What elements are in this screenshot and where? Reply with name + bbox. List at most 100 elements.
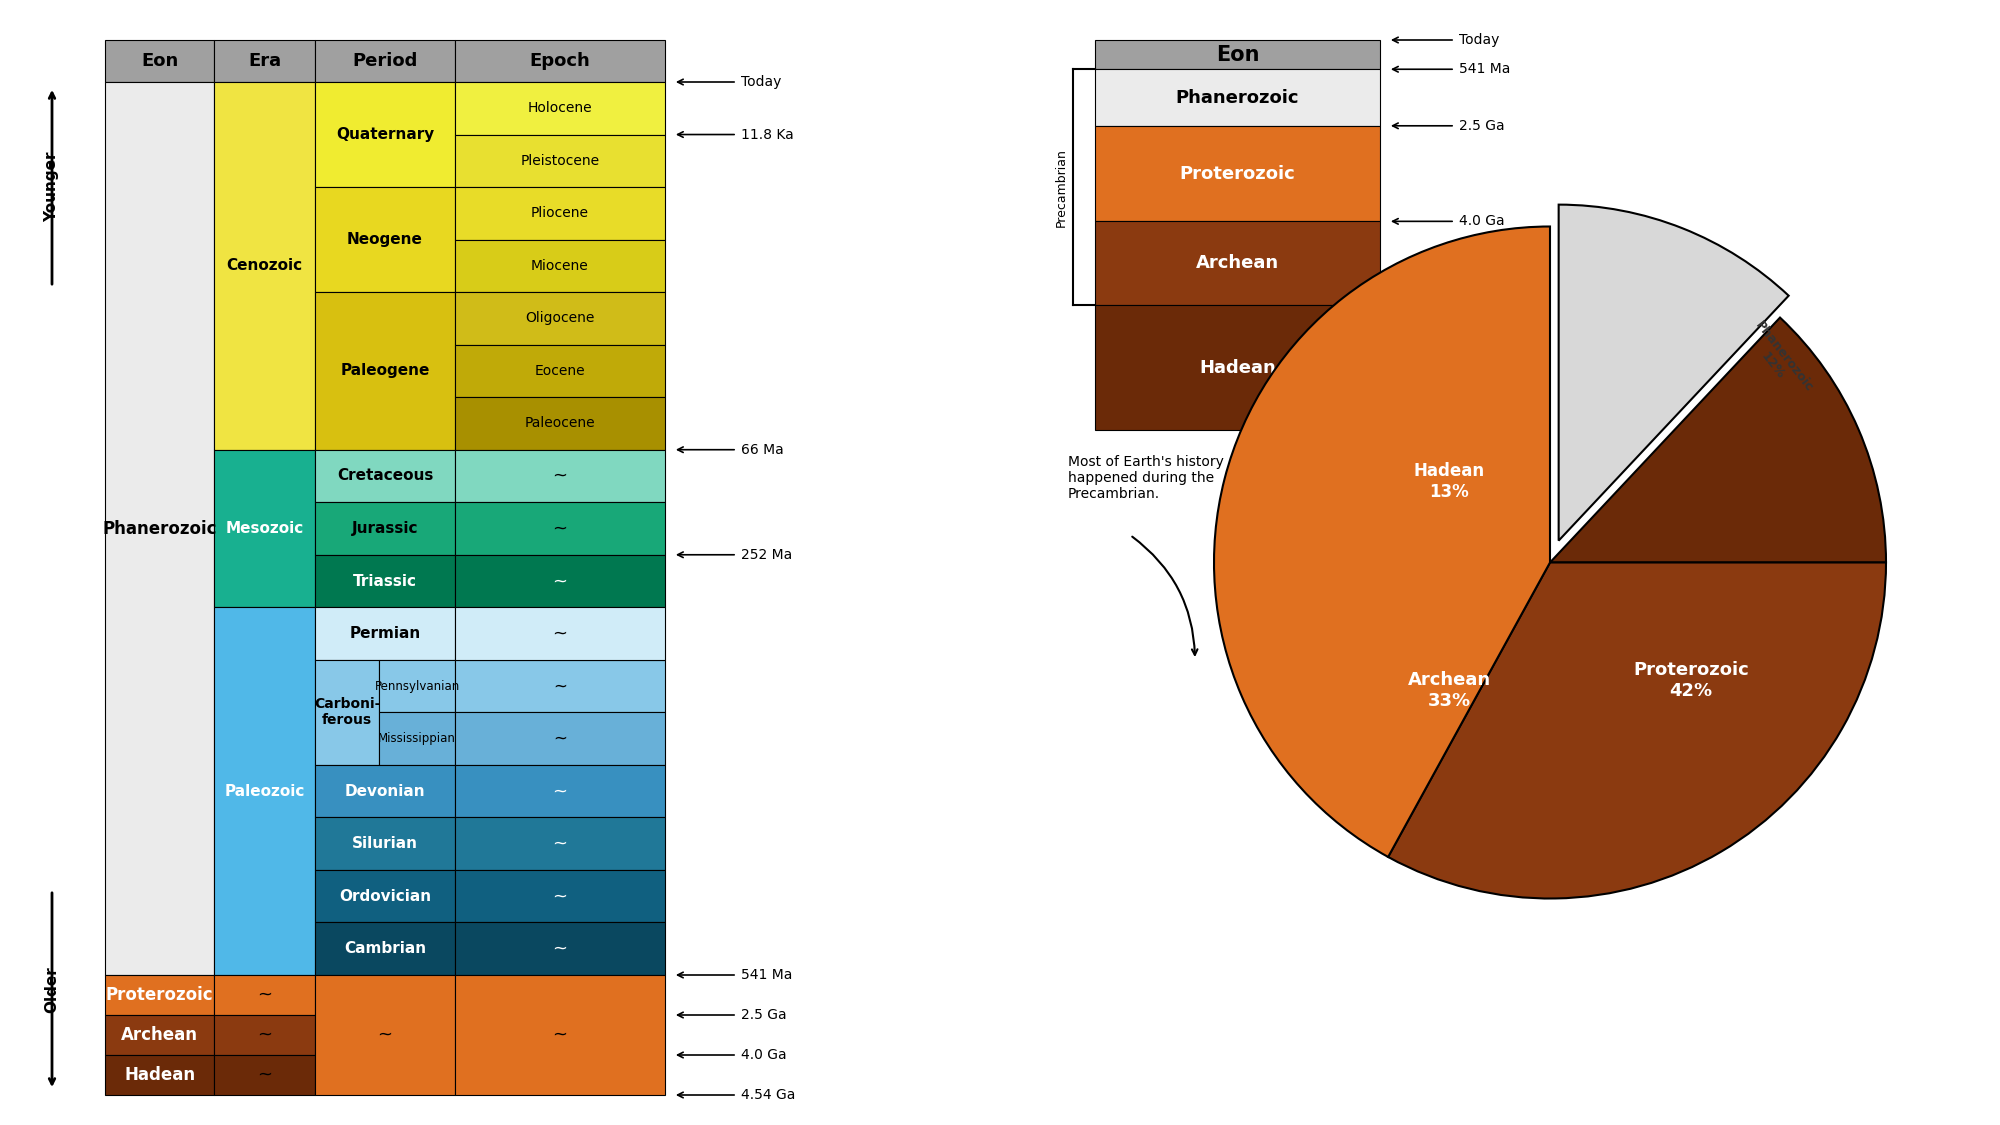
Bar: [456, 240, 664, 292]
Text: Most of Earth's history
happened during the
Precambrian.: Most of Earth's history happened during …: [1068, 455, 1224, 502]
Bar: [456, 82, 664, 135]
Text: ~: ~: [552, 677, 568, 695]
Text: Cambrian: Cambrian: [344, 942, 426, 956]
Text: Eon: Eon: [1216, 45, 1260, 64]
Text: Proterozoic
42%: Proterozoic 42%: [1634, 660, 1748, 700]
Text: Paleocene: Paleocene: [524, 416, 596, 431]
Text: Epoch: Epoch: [530, 52, 590, 70]
Bar: [456, 870, 664, 922]
Bar: [316, 922, 456, 975]
Text: Today: Today: [1460, 33, 1500, 47]
Bar: [316, 608, 456, 660]
Bar: [456, 397, 664, 450]
Bar: [316, 765, 456, 818]
Bar: [316, 870, 456, 922]
Bar: [456, 502, 664, 555]
Bar: [104, 40, 214, 82]
Bar: [214, 1015, 316, 1055]
Text: 4.0 Ga: 4.0 Ga: [740, 1048, 786, 1062]
Bar: [104, 975, 214, 1015]
Text: Proterozoic: Proterozoic: [1180, 164, 1296, 182]
Wedge shape: [1214, 226, 1550, 857]
Text: 2.5 Ga: 2.5 Ga: [740, 1008, 786, 1022]
Bar: [456, 555, 664, 608]
Text: Phanerozoic
12%: Phanerozoic 12%: [1742, 318, 1816, 403]
Text: Pennsylvanian: Pennsylvanian: [374, 680, 460, 693]
Bar: [316, 818, 456, 870]
Bar: [214, 1055, 316, 1095]
Text: Pliocene: Pliocene: [532, 206, 588, 220]
Text: Archean: Archean: [122, 1026, 198, 1044]
Bar: [380, 660, 456, 712]
Bar: [316, 555, 456, 608]
Bar: [316, 502, 456, 555]
Text: ~: ~: [258, 1066, 272, 1084]
Text: Cenozoic: Cenozoic: [226, 259, 302, 273]
Bar: [456, 135, 664, 187]
Text: 4.54 Ga: 4.54 Ga: [740, 1088, 796, 1102]
Bar: [456, 450, 664, 502]
Bar: [104, 1055, 214, 1095]
Bar: [1096, 305, 1380, 430]
Wedge shape: [1558, 205, 1788, 541]
Text: 541 Ma: 541 Ma: [1460, 62, 1510, 76]
Text: Oligocene: Oligocene: [526, 312, 594, 325]
Bar: [456, 818, 664, 870]
Text: Eocene: Eocene: [534, 363, 586, 378]
Bar: [380, 712, 456, 765]
Text: Hadean: Hadean: [124, 1066, 196, 1084]
Text: 4.54 Ga: 4.54 Ga: [1460, 298, 1514, 313]
Text: ~: ~: [552, 467, 568, 485]
Text: ~: ~: [258, 986, 272, 1004]
Text: ~: ~: [552, 572, 568, 590]
Text: Permian: Permian: [350, 626, 420, 641]
Text: Period: Period: [352, 52, 418, 70]
Text: Phanerozoic: Phanerozoic: [102, 520, 216, 538]
Text: 2.5 Ga: 2.5 Ga: [1460, 119, 1504, 133]
Text: Proterozoic: Proterozoic: [106, 986, 214, 1004]
Bar: [1096, 222, 1380, 305]
Text: Triassic: Triassic: [352, 574, 416, 588]
Bar: [214, 608, 316, 975]
Bar: [316, 660, 380, 765]
Text: ~: ~: [378, 1026, 392, 1044]
Bar: [456, 712, 664, 765]
Bar: [104, 82, 214, 975]
Bar: [214, 40, 316, 82]
Text: Silurian: Silurian: [352, 836, 418, 852]
Bar: [1096, 40, 1380, 70]
Text: Paleozoic: Paleozoic: [224, 784, 304, 799]
Text: Cretaceous: Cretaceous: [336, 468, 434, 484]
Bar: [456, 344, 664, 397]
Text: ~: ~: [552, 888, 568, 906]
Text: Neogene: Neogene: [348, 232, 422, 248]
Bar: [456, 765, 664, 818]
Bar: [456, 608, 664, 660]
Text: Devonian: Devonian: [344, 784, 426, 799]
Text: ~: ~: [552, 835, 568, 853]
Text: Hadean
13%: Hadean 13%: [1414, 462, 1484, 502]
Bar: [214, 82, 316, 450]
Text: Younger: Younger: [44, 152, 60, 223]
Bar: [1096, 126, 1380, 222]
Text: Carboni-
ferous: Carboni- ferous: [314, 698, 380, 728]
Text: Paleogene: Paleogene: [340, 363, 430, 378]
Text: Ordovician: Ordovician: [338, 889, 432, 903]
Text: 66 Ma: 66 Ma: [740, 443, 784, 457]
Bar: [456, 187, 664, 240]
Bar: [316, 82, 456, 187]
Text: Miocene: Miocene: [532, 259, 588, 273]
Bar: [456, 922, 664, 975]
Text: Quaternary: Quaternary: [336, 127, 434, 142]
Text: Precambrian: Precambrian: [1054, 147, 1068, 226]
Bar: [316, 187, 456, 292]
Text: 11.8 Ka: 11.8 Ka: [740, 127, 794, 142]
Text: Archean: Archean: [1196, 254, 1280, 272]
Text: ~: ~: [552, 782, 568, 800]
Text: Holocene: Holocene: [528, 101, 592, 115]
Text: 4.0 Ga: 4.0 Ga: [1460, 215, 1504, 228]
Bar: [456, 660, 664, 712]
Bar: [456, 40, 664, 82]
Text: Mesozoic: Mesozoic: [226, 521, 304, 536]
Bar: [104, 1015, 214, 1055]
